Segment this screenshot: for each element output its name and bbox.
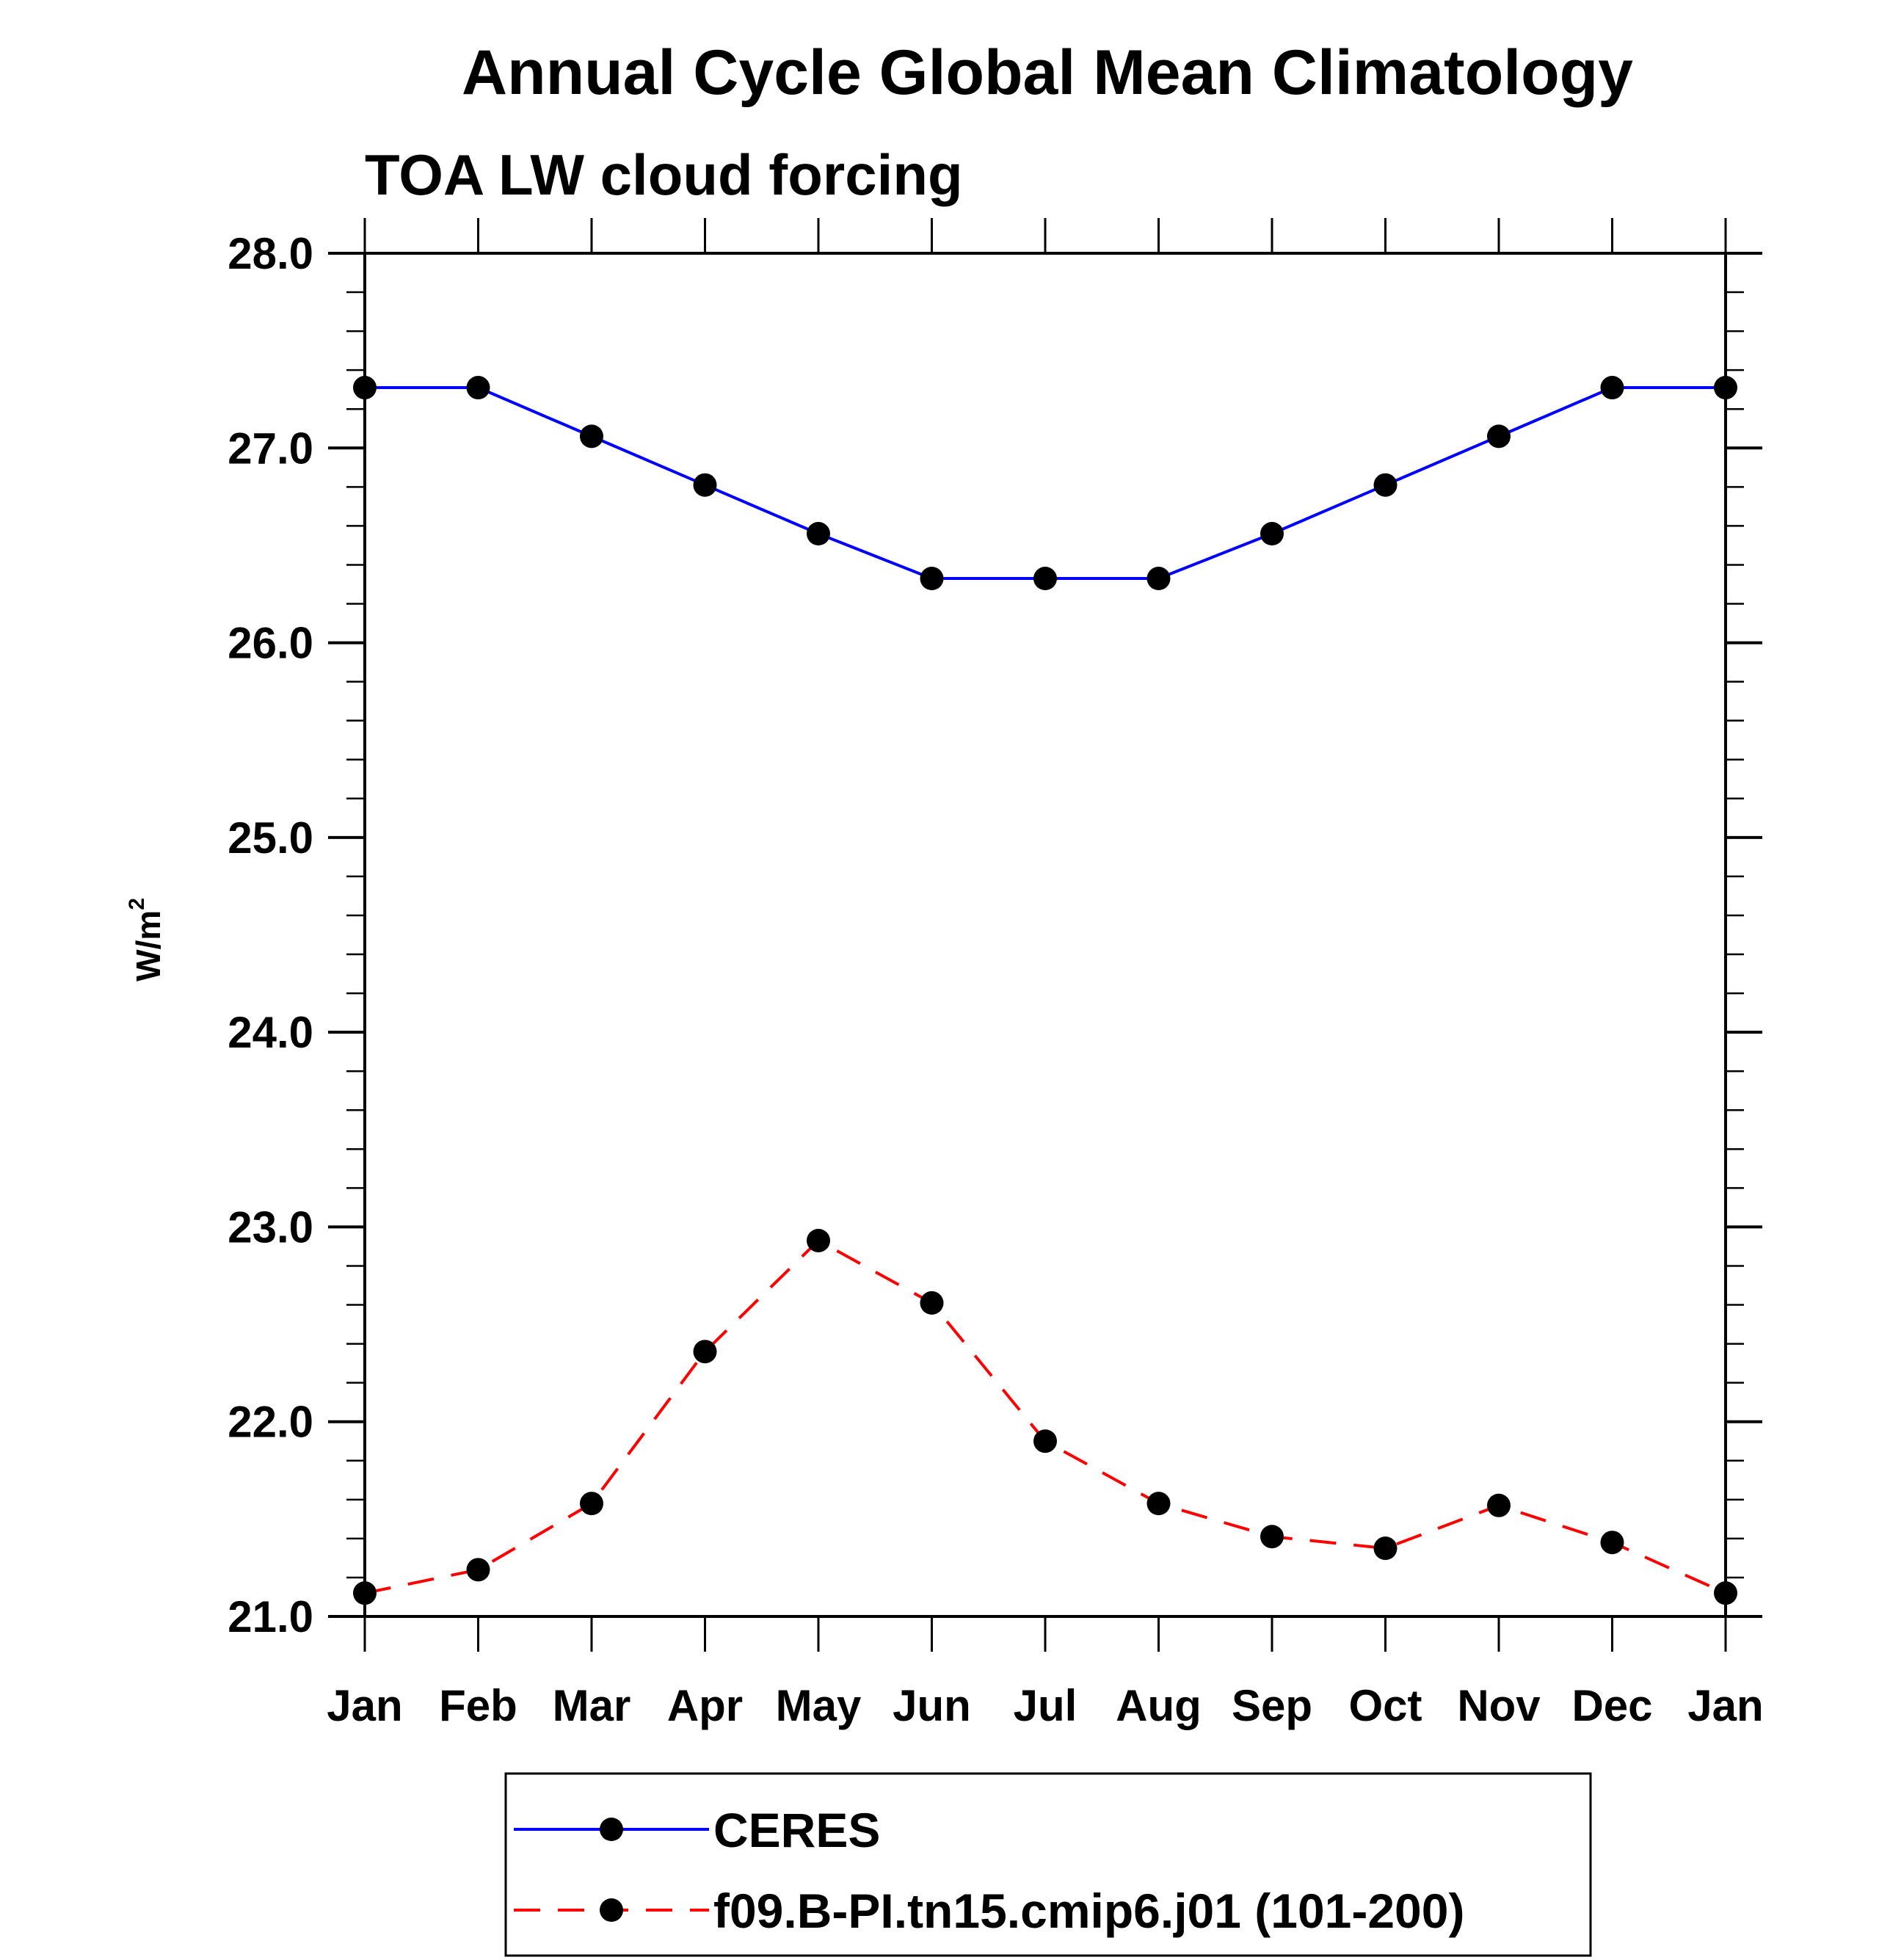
data-point xyxy=(1146,1492,1171,1516)
y-axis-label: W/m2 xyxy=(125,898,167,981)
x-tick-label: May xyxy=(776,1681,862,1730)
y-tick-label: 26.0 xyxy=(228,619,313,668)
x-tick-label: Nov xyxy=(1457,1681,1541,1730)
x-tick-label: Sep xyxy=(1232,1681,1312,1730)
data-point xyxy=(1260,1525,1284,1549)
data-point xyxy=(1260,522,1284,546)
legend-label: f09.B-PI.tn15.cmip6.j01 (101-200) xyxy=(713,1884,1464,1938)
x-tick-label: Dec xyxy=(1571,1681,1652,1730)
data-point xyxy=(353,1581,377,1605)
y-tick-label: 25.0 xyxy=(228,813,313,863)
x-tick-label: Oct xyxy=(1348,1681,1422,1730)
data-point xyxy=(1033,1429,1057,1453)
series-layer xyxy=(353,376,1737,1605)
x-tick-label: Jan xyxy=(1687,1681,1763,1730)
y-tick-label: 24.0 xyxy=(228,1008,313,1057)
x-ticks: Jan Feb Mar Apr May Jun Jul Aug Sep Oct Nov Dec Jan xyxy=(327,218,1764,1730)
data-point xyxy=(1373,473,1398,497)
data-point xyxy=(693,473,717,497)
x-tick-label: Jul xyxy=(1014,1681,1077,1730)
legend-box xyxy=(504,1772,1592,1957)
y-tick-label: 23.0 xyxy=(228,1202,313,1252)
x-tick-label: Feb xyxy=(439,1681,517,1730)
axes xyxy=(363,252,1727,1618)
data-point xyxy=(920,1291,944,1315)
legend-marker xyxy=(600,1898,623,1922)
data-point xyxy=(1714,1581,1737,1605)
data-point xyxy=(1487,424,1511,449)
series-line xyxy=(364,1238,1726,1595)
data-point xyxy=(1146,567,1171,591)
x-tick-label: Jan xyxy=(327,1681,402,1730)
chart-subtitle: TOA LW cloud forcing xyxy=(365,142,963,207)
data-point xyxy=(580,1492,603,1516)
y-axis-label-superscript: 2 xyxy=(125,898,149,910)
data-point xyxy=(1714,376,1737,400)
data-point xyxy=(1487,1493,1511,1517)
x-tick-label: Jun xyxy=(893,1681,971,1730)
y-axis-label-text: W/m xyxy=(129,910,167,981)
y-tick-label: 28.0 xyxy=(228,229,313,278)
svg-text:W/m2: W/m2 xyxy=(125,898,167,981)
data-point xyxy=(1600,1531,1624,1555)
chart-title: Annual Cycle Global Mean Climatology xyxy=(462,37,1633,108)
x-tick-label: Mar xyxy=(553,1681,631,1730)
data-point xyxy=(466,1558,490,1582)
data-point xyxy=(580,424,603,449)
data-point xyxy=(920,567,944,591)
legend: CERES f09.B-PI.tn15.cmip6.j01 (101-200) xyxy=(504,1772,1592,1957)
x-tick-label: Apr xyxy=(667,1681,743,1730)
data-point xyxy=(693,1340,717,1364)
legend-label: CERES xyxy=(713,1803,880,1857)
series-1 xyxy=(353,1228,1737,1605)
x-tick-label: Aug xyxy=(1116,1681,1202,1730)
y-tick-label: 22.0 xyxy=(228,1398,313,1447)
data-point xyxy=(1373,1536,1398,1561)
data-point xyxy=(466,376,490,400)
data-point xyxy=(353,376,377,400)
plot-frame xyxy=(363,252,1727,1618)
data-point xyxy=(1600,376,1624,400)
data-point xyxy=(807,1228,830,1252)
series-line xyxy=(365,386,1726,581)
data-point xyxy=(1033,567,1057,591)
data-point xyxy=(807,522,830,546)
y-tick-label: 21.0 xyxy=(228,1592,313,1641)
y-tick-label: 27.0 xyxy=(228,424,313,473)
legend-marker xyxy=(600,1818,623,1841)
y-ticks: 21.0 22.0 23.0 24.0 25.0 26.0 27.0 28.0 xyxy=(228,229,1762,1641)
series-0 xyxy=(353,376,1737,591)
